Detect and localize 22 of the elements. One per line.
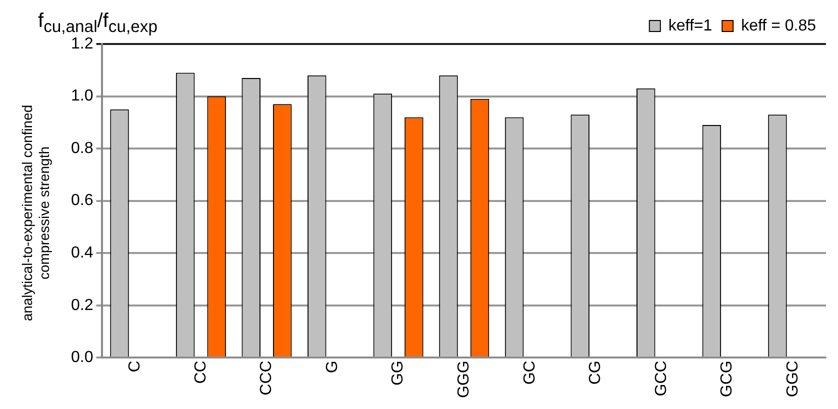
- y-axis-title: analytical-to-experimental confined compressive strength: [19, 104, 53, 324]
- legend-label: keff=1: [668, 17, 712, 34]
- x-tick-label: GC: [521, 360, 538, 385]
- y-tick-label: 0.4: [70, 244, 94, 262]
- chart-title: f$_{cu,anal}$/f$_{cu,exp}$: [38, 10, 158, 37]
- y-tick-label: 0.2: [70, 296, 94, 314]
- x-tick-label: CG: [587, 360, 604, 385]
- y-tick-label: 0.8: [70, 140, 94, 157]
- x-tick-label: GGG: [456, 360, 473, 398]
- x-tick-label: CCC: [258, 360, 276, 396]
- x-tick-label: GG: [390, 360, 407, 386]
- x-tick-label: G: [324, 360, 341, 374]
- x-tick-label: GGC: [784, 360, 802, 398]
- x-tick-label: GCG: [718, 360, 736, 398]
- y-tick-label: 0.0: [70, 349, 94, 366]
- x-tick-label: C: [126, 360, 144, 372]
- y-tick-label: 1.0: [70, 88, 94, 105]
- x-tick-label: GCC: [652, 360, 670, 396]
- y-tick-label: 1.2: [70, 35, 94, 52]
- legend-label: keff = 0.85: [741, 17, 816, 34]
- x-tick-label: CC: [192, 360, 210, 384]
- y-tick-label: 0.6: [70, 192, 94, 210]
